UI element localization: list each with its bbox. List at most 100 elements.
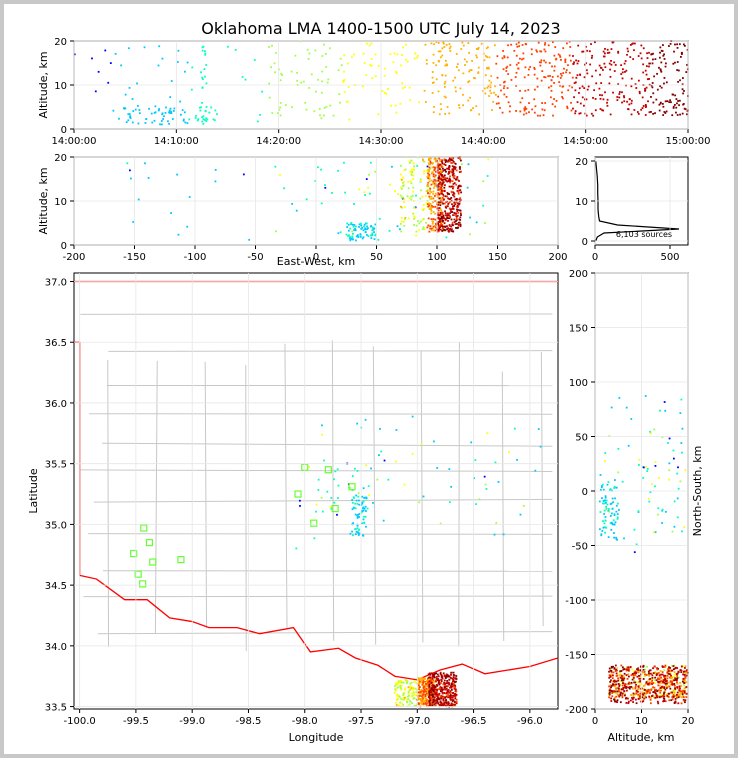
source-point — [422, 689, 425, 692]
county-line — [93, 498, 553, 503]
source-point — [559, 84, 561, 87]
x-tick-label: 15:00:00 — [666, 136, 711, 147]
source-point — [671, 683, 674, 686]
source-point — [308, 87, 311, 89]
source-point — [453, 192, 455, 195]
source-point — [484, 483, 487, 486]
source-point — [497, 481, 500, 483]
source-point — [459, 209, 462, 212]
source-point — [143, 46, 146, 49]
source-point — [144, 162, 146, 165]
source-point — [379, 427, 381, 430]
source-point — [436, 695, 439, 698]
source-point — [599, 97, 602, 100]
source-point — [575, 59, 577, 62]
x-tick-label: 20 — [682, 716, 695, 727]
source-point — [429, 190, 432, 192]
source-point — [655, 674, 658, 677]
source-point — [431, 684, 434, 687]
source-point — [681, 53, 683, 55]
source-point — [410, 159, 413, 162]
source-point — [630, 674, 633, 677]
source-point — [363, 507, 366, 510]
source-point — [203, 68, 206, 70]
source-point — [432, 81, 435, 84]
source-point — [452, 183, 455, 185]
source-point — [629, 699, 632, 702]
source-point — [528, 102, 530, 104]
source-point — [639, 687, 642, 690]
source-point — [652, 667, 654, 670]
source-point — [416, 694, 419, 697]
source-point — [670, 699, 673, 702]
source-point — [614, 670, 617, 673]
source-point — [452, 156, 455, 159]
source-point — [520, 58, 523, 61]
source-point — [372, 501, 374, 504]
source-point — [368, 494, 371, 497]
source-point — [509, 64, 512, 66]
source-point — [544, 42, 547, 44]
source-point — [434, 166, 437, 169]
source-point — [214, 180, 217, 183]
source-point — [677, 671, 680, 673]
source-point — [645, 690, 648, 693]
source-point — [648, 684, 651, 686]
source-point — [651, 679, 654, 682]
source-point — [558, 54, 561, 57]
x-tick-label: -96.5 — [461, 716, 487, 727]
x-tick-label: -97.0 — [404, 716, 430, 727]
y-tick-label: 20 — [54, 153, 67, 164]
source-point — [524, 66, 527, 69]
source-point — [445, 685, 448, 688]
source-point — [574, 89, 577, 92]
source-point — [310, 73, 313, 76]
source-point — [676, 686, 678, 688]
source-point — [662, 54, 665, 57]
source-point — [507, 44, 509, 47]
source-point — [421, 683, 424, 686]
source-point — [656, 88, 659, 91]
source-point — [356, 469, 359, 472]
source-point — [658, 684, 661, 687]
source-point — [427, 168, 430, 171]
y-tick-label: 100 — [569, 378, 588, 389]
source-point — [686, 64, 688, 66]
source-point — [660, 688, 663, 691]
source-point — [435, 677, 438, 680]
source-point — [621, 666, 624, 669]
source-point — [94, 90, 97, 93]
source-point — [448, 180, 451, 183]
source-point — [616, 701, 619, 704]
source-point — [441, 74, 444, 76]
source-point — [431, 222, 434, 225]
source-point — [416, 54, 419, 57]
source-point — [650, 483, 653, 485]
source-point — [177, 233, 180, 236]
source-point — [441, 180, 444, 183]
source-point — [200, 106, 202, 109]
source-point — [451, 174, 454, 176]
source-point — [659, 46, 662, 49]
source-point — [418, 101, 421, 104]
source-point — [274, 230, 277, 233]
source-point — [367, 186, 369, 189]
source-point — [363, 223, 366, 226]
source-point — [441, 166, 444, 168]
source-point — [275, 52, 277, 54]
source-point — [609, 675, 612, 677]
source-point — [537, 428, 540, 430]
source-point — [441, 225, 444, 228]
source-point — [444, 164, 447, 166]
source-point — [618, 96, 621, 99]
source-point — [474, 459, 477, 462]
source-point — [428, 672, 431, 675]
source-point — [406, 195, 409, 198]
source-point — [636, 675, 639, 678]
source-point — [626, 697, 629, 700]
source-point — [411, 168, 414, 171]
source-point — [438, 166, 440, 169]
source-point — [459, 158, 462, 160]
source-point — [452, 678, 455, 681]
